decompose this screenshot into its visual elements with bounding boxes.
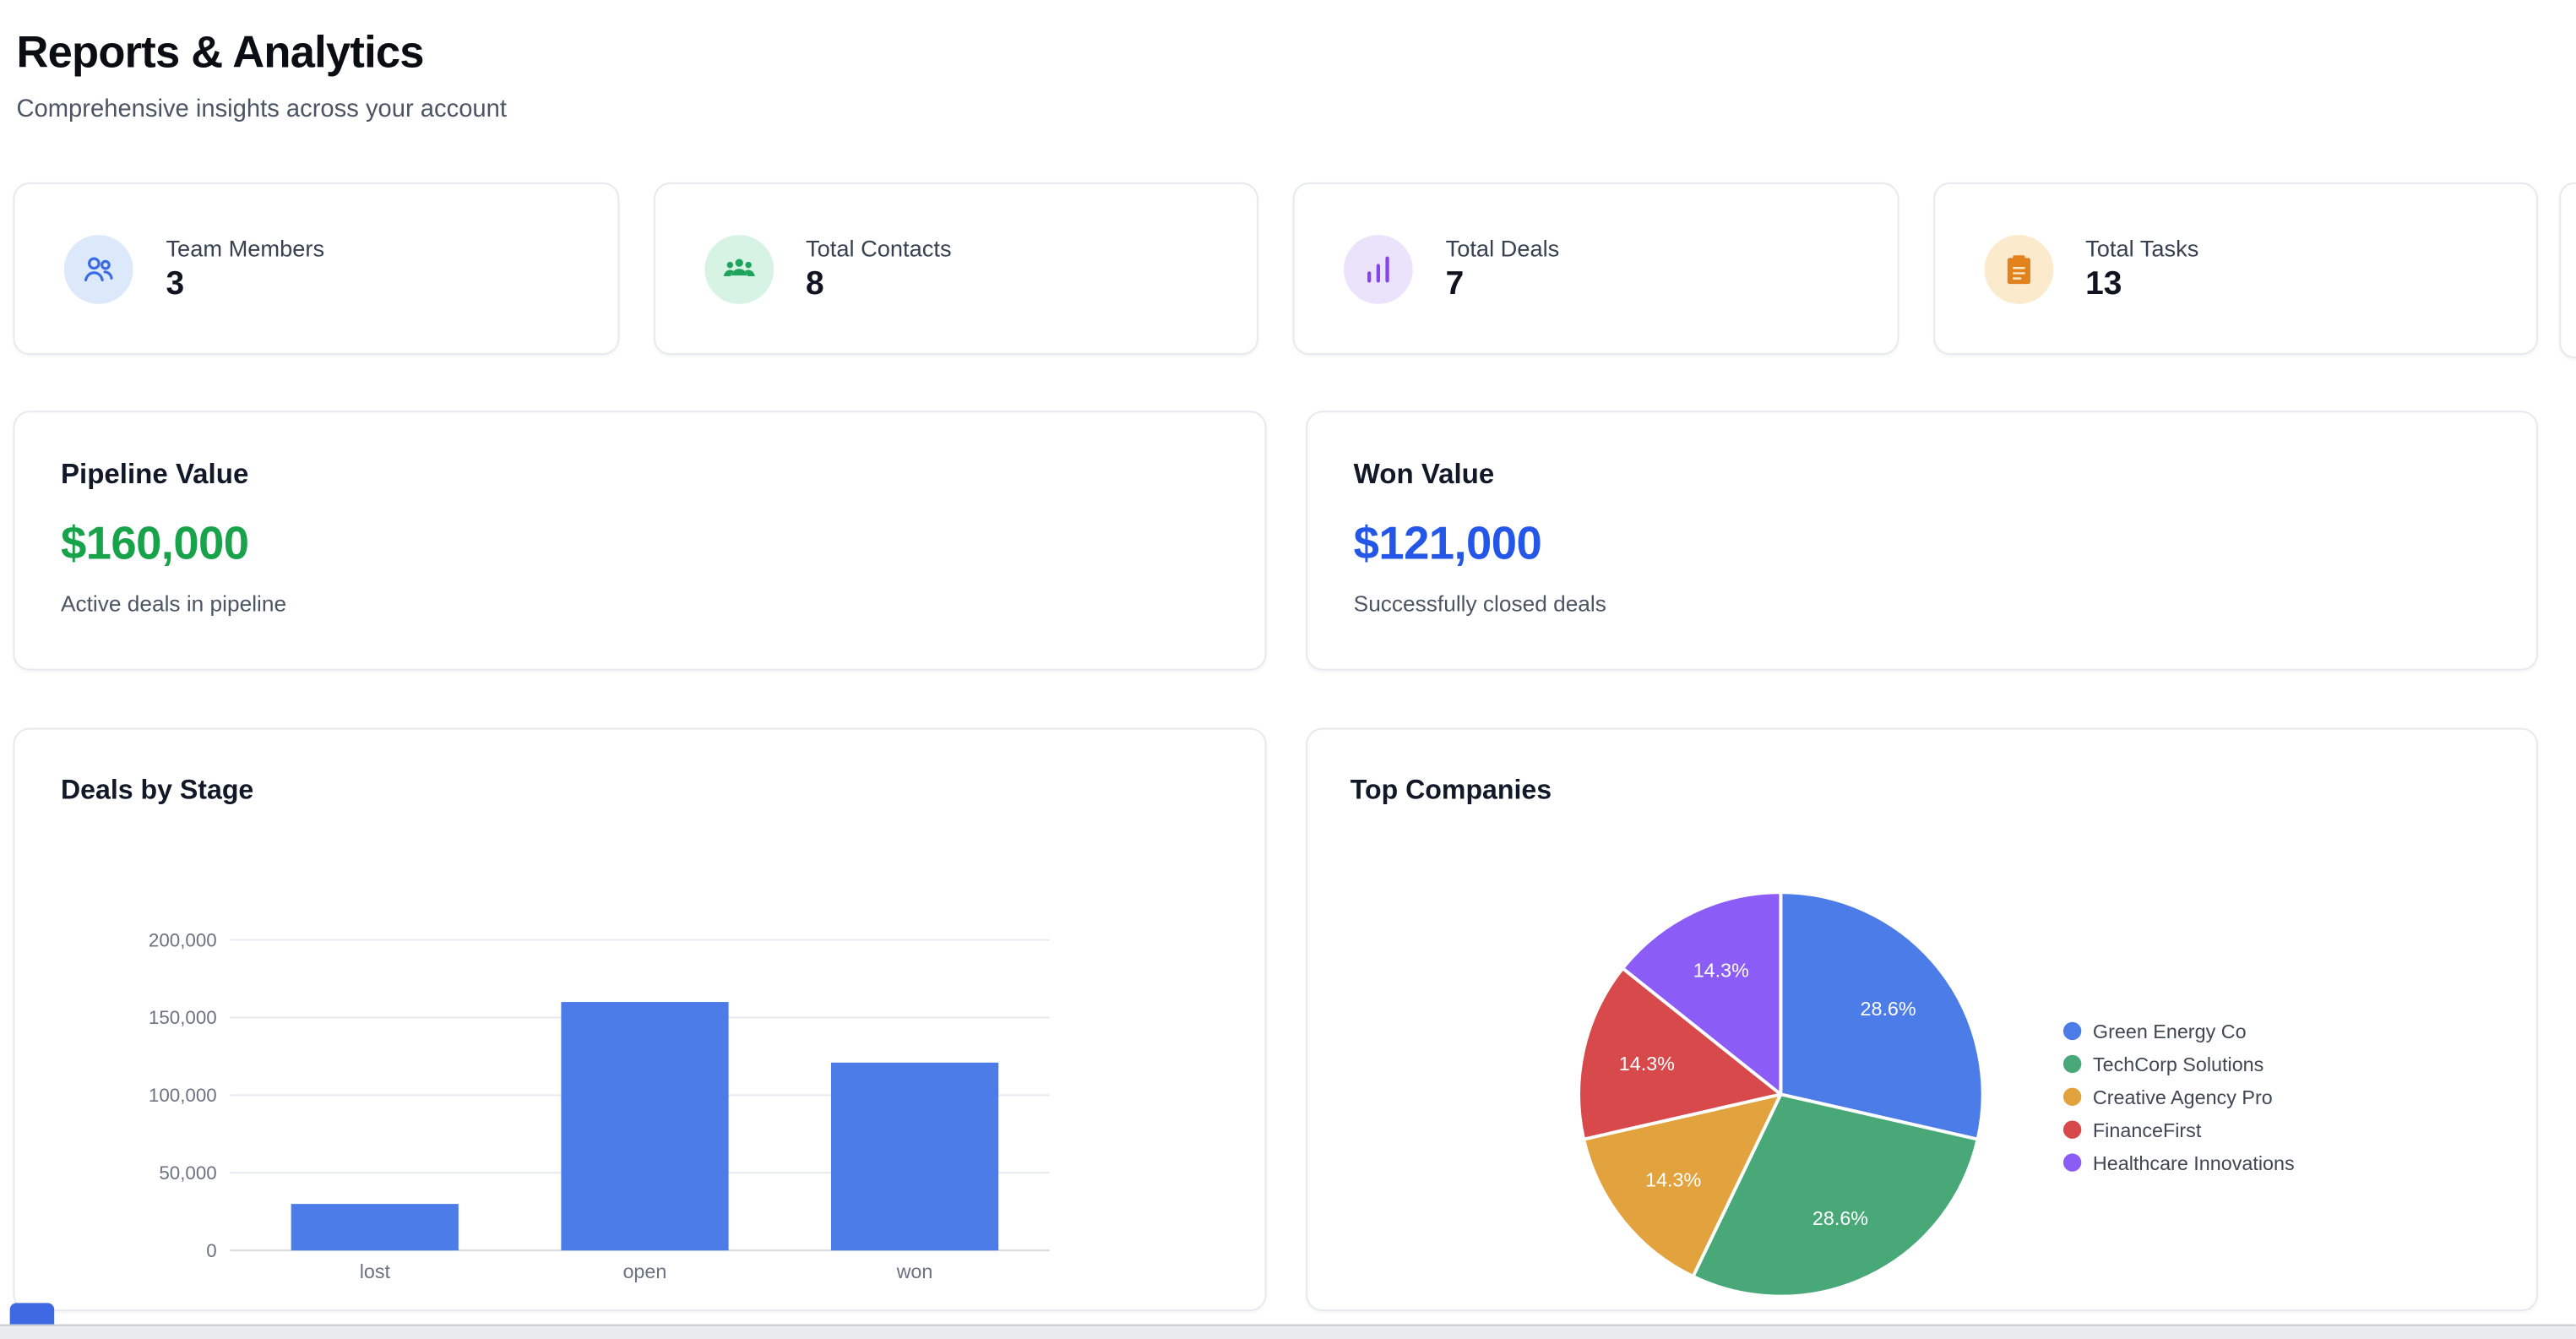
stat-value: 7: [1445, 265, 1465, 302]
pipeline-value-card: Pipeline Value $160,000 Active deals in …: [13, 411, 1267, 671]
svg-text:lost: lost: [360, 1260, 391, 1282]
stat-label: Total Tasks: [2085, 234, 2199, 261]
stat-value: 3: [166, 265, 185, 302]
legend-item[interactable]: TechCorp Solutions: [2062, 1052, 2295, 1076]
stat-card-total-deals: Total Deals 7: [1292, 182, 1899, 356]
users-icon: [63, 234, 133, 303]
pipeline-value: $160,000: [60, 517, 249, 569]
legend-swatch: [2062, 1087, 2082, 1106]
legend-swatch: [2062, 1153, 2082, 1172]
top-companies-pie-chart: 28.6% 28.6% 14.3% 14.3% 14.3%: [1577, 890, 1985, 1298]
svg-text:150,000: 150,000: [149, 1007, 217, 1028]
stat-value: 13: [2085, 265, 2122, 302]
card-subtitle: Successfully closed deals: [1353, 591, 1606, 617]
svg-text:200,000: 200,000: [149, 929, 217, 950]
charts-row: Deals by Stage 0 50,000 100,000 150,000 200,…: [13, 727, 2539, 1312]
legend-item[interactable]: Creative Agency Pro: [2062, 1085, 2295, 1108]
page-title: Reports & Analytics: [16, 28, 424, 78]
stat-text: Total Contacts 8: [806, 234, 952, 303]
legend-label: Green Energy Co: [2092, 1019, 2247, 1043]
legend-item[interactable]: FinanceFirst: [2062, 1118, 2295, 1141]
partial-card-edge: [2559, 182, 2576, 359]
chart-title: Deals by Stage: [60, 776, 254, 806]
stats-row: Team Members 3 Total Contacts 8: [13, 182, 2539, 356]
legend-item[interactable]: Healthcare Innovations: [2062, 1151, 2295, 1174]
clipboard-icon: [1983, 234, 2053, 303]
won-value-card: Won Value $121,000 Successfully closed d…: [1306, 411, 2539, 671]
summary-row: Pipeline Value $160,000 Active deals in …: [13, 411, 2539, 671]
svg-text:28.6%: 28.6%: [1812, 1207, 1868, 1229]
legend-item[interactable]: Green Energy Co: [2062, 1019, 2295, 1043]
legend-swatch: [2062, 1054, 2082, 1074]
stat-value: 8: [806, 265, 824, 302]
svg-text:28.6%: 28.6%: [1861, 998, 1916, 1020]
stat-text: Team Members 3: [166, 234, 324, 303]
svg-text:0: 0: [206, 1240, 216, 1261]
svg-text:50,000: 50,000: [159, 1162, 216, 1184]
page-header: Reports & Analytics Comprehensive insigh…: [16, 24, 507, 123]
card-title: Won Value: [1353, 458, 1495, 490]
stat-label: Total Contacts: [806, 234, 952, 261]
legend-swatch: [2062, 1120, 2082, 1139]
stat-label: Team Members: [166, 234, 325, 261]
stat-text: Total Deals 7: [1446, 234, 1560, 303]
svg-text:14.3%: 14.3%: [1619, 1053, 1675, 1075]
card-title: Pipeline Value: [60, 458, 249, 490]
stat-card-total-tasks: Total Tasks 13: [1932, 182, 2539, 356]
legend-label: FinanceFirst: [2092, 1118, 2202, 1141]
legend-swatch: [2062, 1021, 2082, 1041]
contacts-icon: [704, 234, 774, 303]
pie-legend: Green Energy Co TechCorp Solutions Creativ…: [2062, 1019, 2295, 1174]
legend-label: TechCorp Solutions: [2092, 1052, 2264, 1076]
deals-by-stage-card: Deals by Stage 0 50,000 100,000 150,000 200,…: [13, 727, 1267, 1312]
chart-title: Top Companies: [1350, 776, 1552, 806]
svg-text:14.3%: 14.3%: [1693, 959, 1749, 981]
stat-card-team-members: Team Members 3: [13, 182, 619, 356]
svg-text:open: open: [622, 1260, 666, 1282]
card-subtitle: Active deals in pipeline: [60, 591, 287, 617]
legend-label: Creative Agency Pro: [2092, 1085, 2273, 1108]
svg-text:14.3%: 14.3%: [1645, 1168, 1701, 1190]
svg-text:won: won: [896, 1260, 933, 1282]
partial-element-below-fold[interactable]: [9, 1303, 55, 1325]
won-value: $121,000: [1353, 517, 1542, 569]
top-companies-card: Top Companies 28.6% 28.6% 14.3% 14.3% 14.3% …: [1306, 727, 2539, 1312]
stat-label: Total Deals: [1445, 234, 1560, 261]
legend-label: Healthcare Innovations: [2092, 1151, 2295, 1174]
page-subtitle: Comprehensive insights across your accou…: [16, 95, 508, 123]
bar-chart-icon: [1344, 234, 1413, 303]
svg-text:100,000: 100,000: [149, 1085, 217, 1106]
deals-by-stage-bar-chart: 0 50,000 100,000 150,000 200,000 lost open won: [149, 929, 1050, 1282]
stat-card-total-contacts: Total Contacts 8: [653, 182, 1258, 356]
page-bottom-bar: [0, 1324, 2576, 1339]
stat-text: Total Tasks 13: [2085, 234, 2198, 303]
